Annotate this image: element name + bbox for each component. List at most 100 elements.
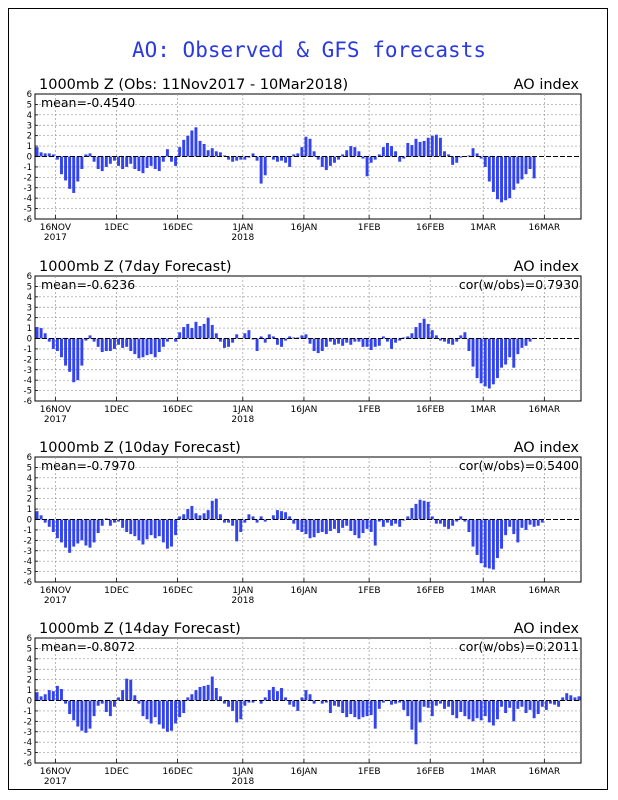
bar: [296, 153, 300, 157]
bar: [280, 511, 283, 520]
y-tick-label: 1: [27, 142, 32, 152]
bar: [165, 338, 169, 342]
bar: [512, 156, 516, 190]
bar: [300, 335, 304, 339]
bar: [76, 338, 80, 381]
bar: [447, 700, 451, 707]
bar: [239, 700, 243, 720]
bar: [202, 513, 206, 520]
y-tick-label: -6: [24, 215, 32, 225]
bar: [133, 519, 137, 537]
y-tick-label: -6: [24, 759, 32, 769]
bar: [51, 519, 55, 532]
bar: [263, 156, 267, 176]
bar: [243, 519, 247, 523]
bar: [418, 141, 422, 157]
bar: [512, 700, 516, 722]
bar: [84, 519, 88, 546]
bar: [125, 338, 129, 347]
bar: [365, 338, 369, 347]
bar: [532, 519, 536, 527]
x-tick-label: 1JAN: [232, 586, 253, 596]
bar: [235, 334, 239, 339]
chart-title: 1000mb Z (Obs: 11Nov2017 - 10Mar2018): [39, 77, 348, 93]
bar: [182, 514, 186, 520]
bar: [369, 156, 373, 163]
bar: [333, 519, 336, 529]
bar: [504, 338, 508, 365]
x-tick-label: 16JAN: [291, 223, 318, 233]
bar: [438, 700, 442, 704]
bar: [532, 700, 536, 719]
bar: [434, 519, 438, 524]
bar: [60, 519, 63, 543]
bar: [463, 519, 467, 522]
bar: [357, 151, 361, 157]
bar: [418, 322, 422, 339]
x-tick-label: 16MAR: [529, 586, 561, 596]
bar: [565, 693, 569, 701]
bar: [459, 156, 463, 158]
bar: [133, 695, 137, 701]
bar: [569, 695, 573, 701]
bar: [520, 338, 524, 348]
bar: [76, 156, 80, 182]
bar: [174, 519, 178, 536]
bar: [60, 689, 63, 701]
x-tick-label: 16FEB: [416, 767, 445, 777]
bar: [64, 156, 68, 181]
bar: [153, 519, 157, 539]
bar: [263, 519, 267, 522]
bar: [157, 700, 161, 725]
bar: [390, 700, 393, 705]
bar: [129, 338, 133, 351]
chart-title: 1000mb Z (14day Forecast): [39, 621, 241, 637]
bar: [76, 519, 80, 544]
bar: [553, 700, 556, 705]
x-tick-label: 1DEC: [104, 767, 129, 777]
bar: [255, 338, 259, 351]
bar: [104, 338, 108, 351]
bar: [55, 519, 59, 539]
bar: [353, 700, 357, 718]
bar: [414, 503, 418, 520]
y-tick-label: 2: [27, 676, 32, 686]
bar: [496, 519, 499, 559]
bar: [516, 338, 520, 355]
bar: [218, 338, 222, 342]
y-tick-label: 2: [27, 314, 32, 324]
bar: [55, 685, 59, 701]
bar: [39, 328, 43, 339]
bar: [345, 338, 349, 343]
bar: [320, 156, 324, 167]
y-tick-label: 6: [27, 90, 32, 100]
bar: [447, 338, 451, 344]
mean-label: mean=-0.4540: [41, 95, 135, 110]
bar: [341, 700, 345, 713]
bar: [369, 338, 373, 350]
bar: [104, 700, 108, 712]
bar: [137, 156, 141, 172]
bar: [361, 700, 365, 718]
bar: [324, 338, 328, 347]
bar: [385, 338, 389, 342]
bar: [463, 700, 467, 717]
bar: [333, 700, 336, 706]
bar: [157, 338, 161, 353]
bar: [418, 700, 422, 723]
right-label: AO index: [514, 259, 580, 275]
x-tick-sublabel: 2017: [44, 233, 67, 243]
mean-label: mean=-0.6236: [41, 277, 135, 292]
bar: [227, 156, 231, 160]
bar: [434, 335, 438, 339]
bar: [186, 509, 190, 520]
bar: [438, 519, 442, 524]
bar: [475, 700, 479, 719]
bar: [345, 150, 349, 157]
bar: [271, 686, 275, 701]
bar: [231, 156, 235, 162]
page-title: AO: Observed & GFS forecasts: [131, 38, 486, 62]
bar: [504, 519, 508, 536]
x-tick-label: 16MAR: [529, 223, 561, 233]
bar: [280, 156, 283, 161]
